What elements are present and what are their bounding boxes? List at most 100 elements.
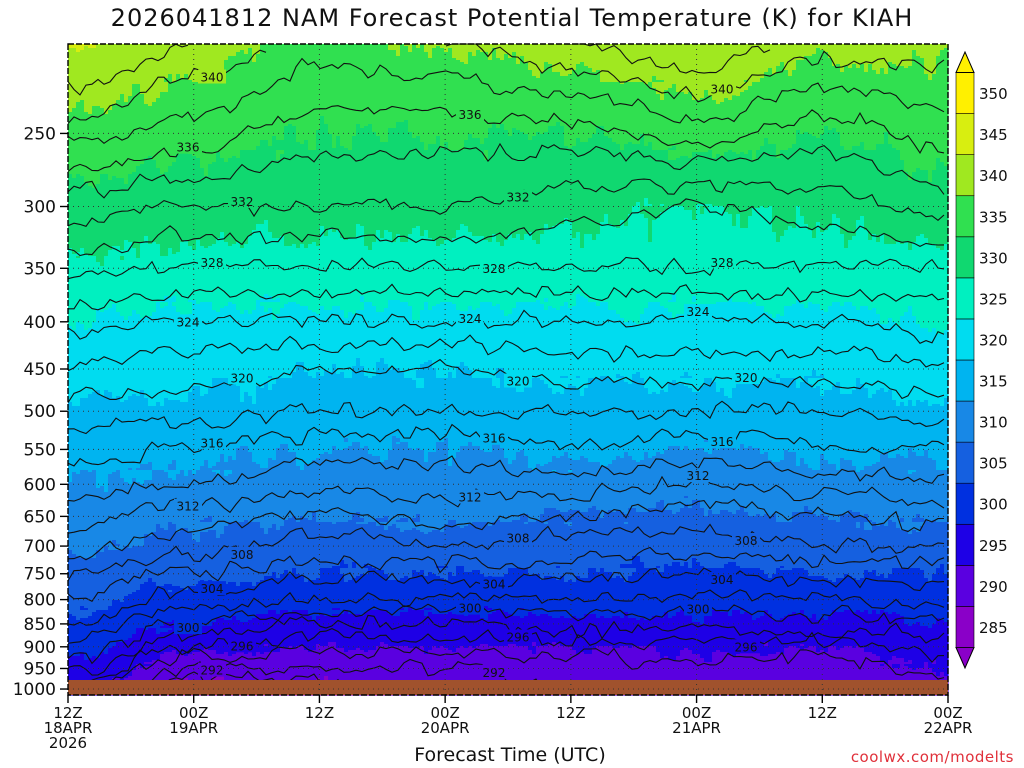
field-cell xyxy=(876,390,881,463)
field-cell xyxy=(924,626,929,663)
field-cell xyxy=(360,128,365,227)
field-cell xyxy=(904,662,909,665)
contour-label: 316 xyxy=(483,432,506,446)
field-cell xyxy=(700,386,705,449)
field-cell xyxy=(440,48,445,149)
field-cell xyxy=(148,462,153,471)
field-cell xyxy=(540,580,545,615)
field-cell xyxy=(520,240,525,303)
source-credit[interactable]: coolwx.com/modelts xyxy=(850,748,1014,766)
field-cell xyxy=(532,614,537,643)
field-cell xyxy=(652,456,657,509)
contour-label: 312 xyxy=(687,469,710,483)
field-cell xyxy=(140,164,145,243)
field-cell xyxy=(760,516,765,571)
field-cell xyxy=(412,570,417,611)
field-cell xyxy=(660,572,665,619)
field-cell xyxy=(612,310,617,383)
field-cell xyxy=(884,44,889,75)
field-cell xyxy=(164,628,169,633)
field-cell xyxy=(860,64,865,143)
colorbar-bin xyxy=(955,154,975,197)
field-cell xyxy=(680,376,685,379)
field-cell xyxy=(176,622,181,655)
field-cell xyxy=(888,574,893,615)
field-cell xyxy=(768,614,773,655)
field-cell xyxy=(660,80,665,83)
field-cell xyxy=(636,512,641,557)
field-cell xyxy=(628,142,633,215)
field-cell xyxy=(524,522,529,525)
field-cell xyxy=(228,474,233,523)
field-cell xyxy=(432,646,437,696)
field-cell xyxy=(252,62,257,151)
field-cell xyxy=(232,582,237,617)
field-cell xyxy=(128,548,133,595)
field-cell xyxy=(928,80,933,183)
field-cell xyxy=(344,44,349,149)
field-cell xyxy=(608,646,613,696)
field-cell xyxy=(560,456,565,513)
field-cell xyxy=(88,658,93,687)
field-cell xyxy=(296,574,301,611)
field-cell xyxy=(788,570,793,615)
field-cell xyxy=(448,466,453,521)
field-cell xyxy=(136,258,141,315)
field-cell xyxy=(396,520,401,523)
field-cell xyxy=(148,44,153,107)
field-cell xyxy=(932,244,937,329)
field-cell xyxy=(684,504,689,563)
field-cell xyxy=(928,332,933,407)
field-cell xyxy=(268,528,273,577)
field-cell xyxy=(564,522,569,525)
field-cell xyxy=(812,136,817,239)
field-cell xyxy=(536,464,541,521)
field-cell xyxy=(252,150,257,231)
field-cell xyxy=(644,388,649,453)
field-cell xyxy=(96,308,101,391)
field-cell xyxy=(212,622,217,651)
field-cell xyxy=(428,310,433,361)
field-cell xyxy=(132,310,137,395)
field-cell xyxy=(84,610,89,619)
field-cell xyxy=(280,378,285,445)
field-cell xyxy=(632,572,637,619)
field-cell xyxy=(704,516,709,569)
field-cell xyxy=(508,58,513,137)
field-cell xyxy=(684,498,689,505)
field-cell xyxy=(692,622,697,655)
field-cell xyxy=(572,386,577,461)
field-cell xyxy=(208,516,213,523)
field-cell xyxy=(908,250,913,307)
field-cell xyxy=(344,568,349,583)
field-cell xyxy=(568,222,573,309)
field-cell xyxy=(944,398,949,471)
field-cell xyxy=(388,300,393,371)
field-cell xyxy=(908,568,913,627)
field-cell xyxy=(724,302,729,397)
field-cell xyxy=(416,44,421,49)
field-cell xyxy=(556,224,561,311)
field-cell xyxy=(312,242,317,313)
field-cell xyxy=(536,244,541,301)
field-cell xyxy=(208,468,213,517)
field-cell xyxy=(680,44,685,93)
field-cell xyxy=(356,524,361,577)
field-cell xyxy=(896,568,901,615)
field-cell xyxy=(188,246,193,301)
field-cell xyxy=(268,146,273,233)
field-cell xyxy=(428,58,433,145)
field-cell xyxy=(852,578,857,613)
field-cell xyxy=(208,44,213,77)
field-cell xyxy=(288,612,293,647)
field-cell xyxy=(880,144,885,235)
field-cell xyxy=(220,44,225,71)
field-cell xyxy=(372,650,377,689)
field-cell xyxy=(512,52,517,129)
field-cell xyxy=(212,310,217,379)
field-cell xyxy=(576,618,581,655)
field-cell xyxy=(256,146,261,225)
field-cell xyxy=(76,656,81,696)
field-cell xyxy=(932,520,937,575)
field-cell xyxy=(780,236,785,317)
